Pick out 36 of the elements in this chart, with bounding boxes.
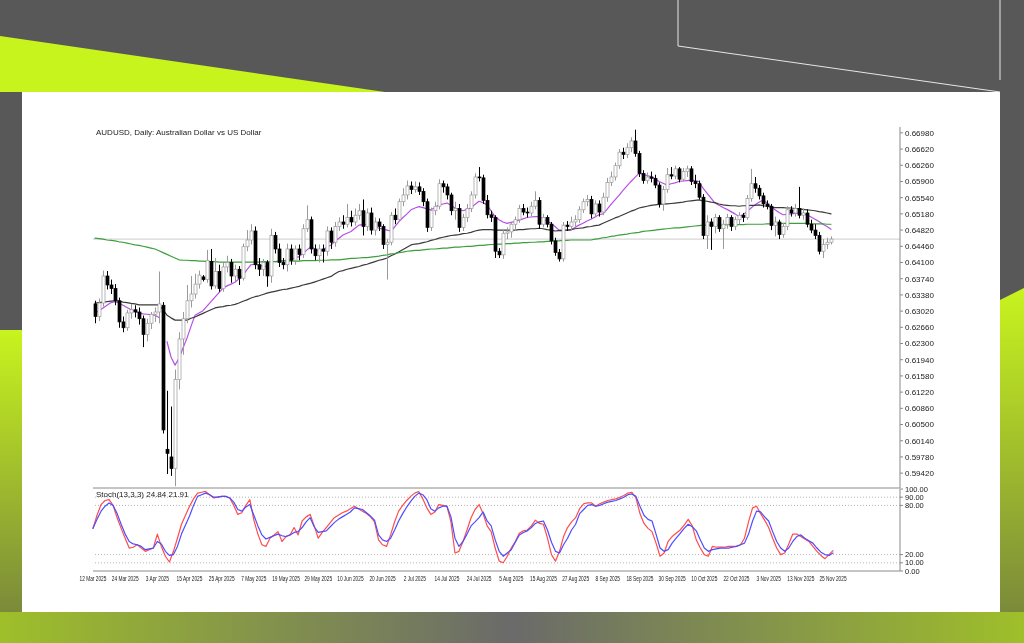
y-tick-label: 0.64460 [905,242,935,252]
candlestick [369,207,374,236]
candlestick [105,270,110,290]
y-tick-label: 0.59780 [905,452,935,462]
candlestick [709,217,714,251]
candlestick [213,257,218,290]
candlestick [93,300,98,324]
y-tick-label: 0.64100 [905,258,935,268]
y-tick-label: 0.63380 [905,290,935,300]
y-tick-label: 0.61220 [905,387,935,397]
y-tick-label: 0.61940 [905,355,935,365]
y-tick-label: 0.66260 [905,161,935,171]
y-tick-label: 0.59420 [905,468,935,478]
y-tick-label: 0.61580 [905,371,935,381]
y-tick-label: 0.60140 [905,436,935,446]
candlestick [289,243,294,266]
chart-title: AUDUSD, Daily: Australian Dollar vs US Dollar [96,128,262,137]
y-tick-label: 0.66980 [905,128,935,138]
y-tick-label: 0.62660 [905,323,935,333]
chart-title: Stoch(13,3,3) 24.84 21.91 [96,490,189,499]
candlestick [333,221,338,248]
candlestick [365,207,370,232]
y-tick-label: 0.65180 [905,209,935,219]
y-tick-label: 0.60500 [905,420,935,430]
y-tick-label: 0.63740 [905,274,935,284]
candlestick [453,201,458,221]
y-tick-label: 0.64820 [905,225,935,235]
y-tick-label: 0.60860 [905,404,935,414]
y-tick-label: 0.65540 [905,193,935,203]
y-tick-label: 0.62300 [905,339,935,349]
candlestick [769,203,774,231]
candlestick [773,216,778,237]
y-tick-label: 0.65900 [905,177,935,187]
y-tick-label: 0.63020 [905,306,935,316]
candlestick [329,226,334,250]
y-tick-label: 0.66620 [905,144,935,154]
